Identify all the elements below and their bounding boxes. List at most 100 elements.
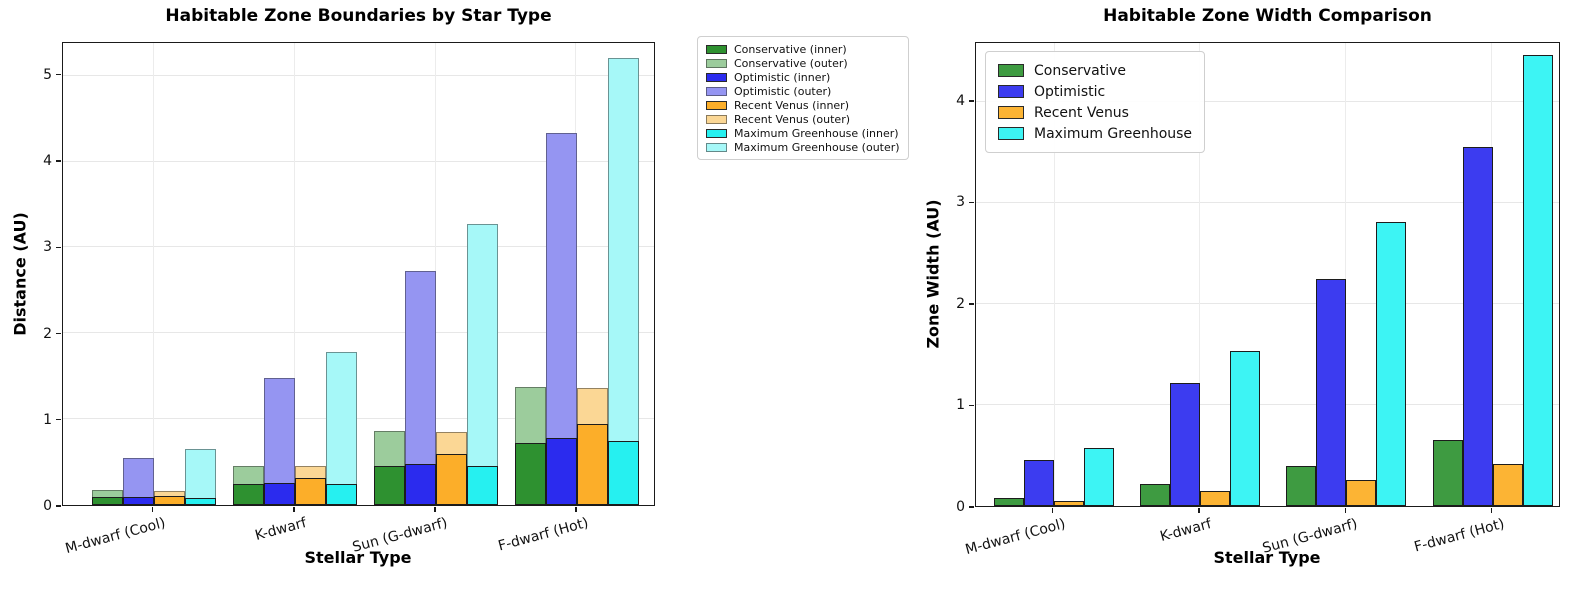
legend-swatch-maximum-greenhouse [998, 127, 1024, 140]
x-tick-mark [293, 507, 295, 512]
bar-slot [1462, 43, 1493, 506]
x-tick-mark [1198, 508, 1200, 513]
y-tick-label: 2 [956, 295, 965, 312]
bar-conservative-inner-sun-g-dwarf [373, 465, 405, 505]
bar-slot [1376, 43, 1407, 506]
bar-slot [404, 43, 436, 505]
bar-slot [263, 43, 295, 505]
bar-conservative-inner-k-dwarf [232, 484, 264, 505]
legend-swatch-optimistic-inner [706, 72, 727, 82]
y-tick-mark [56, 74, 61, 76]
width-chart: Habitable Zone Width Comparison Zone Wid… [905, 0, 1589, 590]
legend-item-conservative-inner: Conservative (inner) [706, 42, 900, 56]
y-tick-label: 0 [43, 498, 52, 514]
legend-label: Maximum Greenhouse (inner) [734, 126, 899, 140]
legend-item-recent-venus-outer: Recent Venus (outer) [706, 112, 900, 126]
x-tick-mark [1344, 508, 1346, 513]
bar-slot [91, 43, 123, 505]
bar-maximum-greenhouse-k-dwarf [1230, 351, 1261, 506]
bar-maximum-greenhouse-outer-k-dwarf [325, 352, 357, 505]
bar-conservative-inner-f-dwarf-hot [515, 443, 547, 505]
x-tick-mark [434, 507, 436, 512]
bar-slot [1492, 43, 1523, 506]
legend-swatch-recent-venus [998, 106, 1024, 119]
bar-maximum-greenhouse-inner-m-dwarf-cool [184, 498, 216, 505]
legend-item-conservative-outer: Conservative (outer) [706, 56, 900, 70]
left-plot-area [62, 42, 655, 506]
legend-item-maximum-greenhouse-inner: Maximum Greenhouse (inner) [706, 126, 900, 140]
gridline-horizontal [976, 403, 1559, 405]
x-tick-label-f-dwarf-hot: F-dwarf (Hot) [496, 515, 591, 555]
bar-slot [1083, 43, 1114, 506]
bar-slot [373, 43, 405, 505]
x-tick-mark [1052, 508, 1054, 513]
gridline-horizontal [63, 332, 654, 334]
y-tick-label: 1 [43, 411, 52, 428]
y-tick-mark [56, 160, 61, 162]
y-tick-mark [969, 201, 974, 204]
gridline-vertical [153, 43, 155, 505]
y-tick-mark [969, 506, 974, 508]
x-tick-mark [575, 507, 577, 512]
y-tick-mark [969, 100, 974, 102]
bar-slot [1316, 43, 1347, 506]
legend-item-recent-venus-inner: Recent Venus (inner) [706, 98, 900, 112]
right-legend: Conservative Optimistic Recent Venus Maximu… [985, 51, 1206, 153]
bar-optimistic-m-dwarf-cool [1023, 459, 1054, 506]
x-tick-label-m-dwarf-cool: M-dwarf (Cool) [963, 516, 1067, 559]
legend-label: Recent Venus [1034, 104, 1129, 121]
bar-slot [232, 43, 264, 505]
left-y-axis-label: Distance (AU) [10, 212, 30, 336]
legend-swatch-conservative-outer [706, 58, 727, 68]
bar-conservative-inner-m-dwarf-cool [91, 497, 123, 505]
y-tick-mark [56, 505, 61, 507]
gridline-vertical [294, 43, 296, 505]
bar-maximum-greenhouse-outer-m-dwarf-cool [184, 449, 216, 505]
bar-conservative-sun-g-dwarf [1286, 465, 1317, 506]
y-tick-mark [969, 303, 974, 305]
bar-slot [1286, 43, 1317, 506]
bar-recent-venus-inner-f-dwarf-hot [577, 424, 609, 505]
x-tick-label-m-dwarf-cool: M-dwarf (Cool) [63, 515, 167, 558]
x-tick-mark [1490, 508, 1493, 513]
y-tick-mark [56, 332, 61, 335]
left-x-axis-label: Stellar Type [304, 548, 412, 567]
gridline-horizontal [63, 418, 654, 420]
right-x-axis-label: Stellar Type [1213, 548, 1321, 567]
y-tick-label: 2 [43, 325, 52, 342]
right-y-axis-label: Zone Width (AU) [923, 199, 943, 349]
legend-swatch-recent-venus-outer [706, 114, 727, 124]
y-tick-label: 3 [43, 239, 52, 256]
legend-swatch-maximum-greenhouse-inner [706, 128, 727, 138]
bar-slot [435, 43, 467, 505]
bar-recent-venus-sun-g-dwarf [1346, 479, 1377, 506]
legend-item-maximum-greenhouse-outer: Maximum Greenhouse (outer) [706, 140, 900, 154]
gridline-vertical [1345, 43, 1347, 506]
legend-swatch-maximum-greenhouse-outer [706, 142, 727, 152]
bar-optimistic-sun-g-dwarf [1316, 278, 1347, 506]
gridline-horizontal [976, 100, 1559, 102]
y-tick-label: 1 [956, 397, 965, 414]
x-tick-mark [152, 507, 154, 512]
legend-label: Recent Venus (outer) [734, 112, 851, 126]
bar-recent-venus-inner-m-dwarf-cool [153, 495, 185, 505]
bar-maximum-greenhouse-inner-f-dwarf-hot [608, 441, 640, 505]
legend-item-conservative: Conservative [998, 60, 1192, 81]
legend-label: Optimistic (inner) [734, 70, 831, 84]
bar-slot [515, 43, 547, 505]
x-tick-label-f-dwarf-hot: F-dwarf (Hot) [1412, 516, 1506, 556]
bar-maximum-greenhouse-inner-sun-g-dwarf [466, 465, 498, 505]
gridline-horizontal [976, 302, 1559, 304]
gridline-horizontal [976, 201, 1559, 203]
bar-slot [1346, 43, 1377, 506]
bar-slot [294, 43, 326, 505]
y-tick-mark [56, 419, 61, 421]
legend-item-optimistic-inner: Optimistic (inner) [706, 70, 900, 84]
boundaries-chart: Habitable Zone Boundaries by Star Type D… [10, 6, 909, 567]
legend-label: Conservative (outer) [734, 56, 848, 70]
bar-slot [122, 43, 154, 505]
bar-recent-venus-inner-sun-g-dwarf [435, 454, 467, 505]
legend-label: Maximum Greenhouse [1034, 125, 1193, 142]
bar-maximum-greenhouse-inner-k-dwarf [325, 483, 357, 505]
bar-slot [466, 43, 498, 505]
